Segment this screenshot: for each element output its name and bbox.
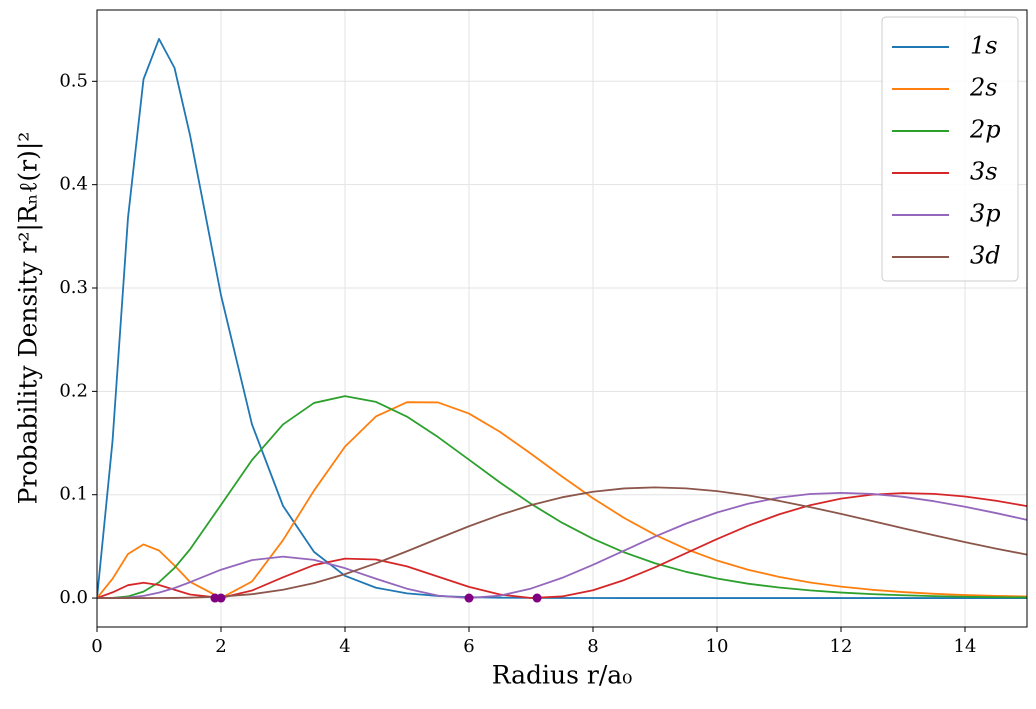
y-tick-label: 0.0 (59, 587, 88, 608)
y-tick-label: 0.5 (59, 70, 88, 91)
line-series (97, 401, 1027, 599)
x-tick-label: 12 (830, 636, 853, 657)
x-tick-label: 8 (587, 636, 598, 657)
x-tick-label: 0 (91, 636, 102, 657)
node-marker (216, 593, 226, 603)
line-series (97, 492, 1027, 599)
y-tick-label: 0.3 (59, 277, 88, 298)
y-tick-label: 0.1 (59, 484, 88, 505)
x-tick-label: 10 (706, 636, 729, 657)
y-axis-label: Probability Density r²|Rₙℓ(r)|² (14, 132, 44, 505)
legend-label: 3d (970, 242, 1001, 270)
legend-label: 2s (969, 74, 998, 102)
line-series (97, 491, 1027, 599)
node-marker (464, 593, 474, 603)
line-series (97, 395, 1027, 599)
legend-label: 3s (970, 158, 998, 186)
x-tick-label: 14 (954, 636, 977, 657)
x-tick-label: 6 (463, 636, 474, 657)
y-tick-label: 0.2 (59, 380, 88, 401)
legend-label: 1s (970, 32, 998, 60)
line-series (97, 486, 1027, 599)
x-axis-label: Radius r/a₀ (492, 661, 632, 690)
x-tick-label: 2 (215, 636, 226, 657)
node-marker (532, 593, 542, 603)
y-tick-label: 0.4 (59, 174, 88, 195)
x-tick-label: 4 (339, 636, 350, 657)
plot-frame (96, 9, 1028, 628)
legend-label: 2p (969, 116, 1001, 144)
legend-label: 3p (970, 200, 1001, 228)
line-series (97, 38, 1027, 599)
